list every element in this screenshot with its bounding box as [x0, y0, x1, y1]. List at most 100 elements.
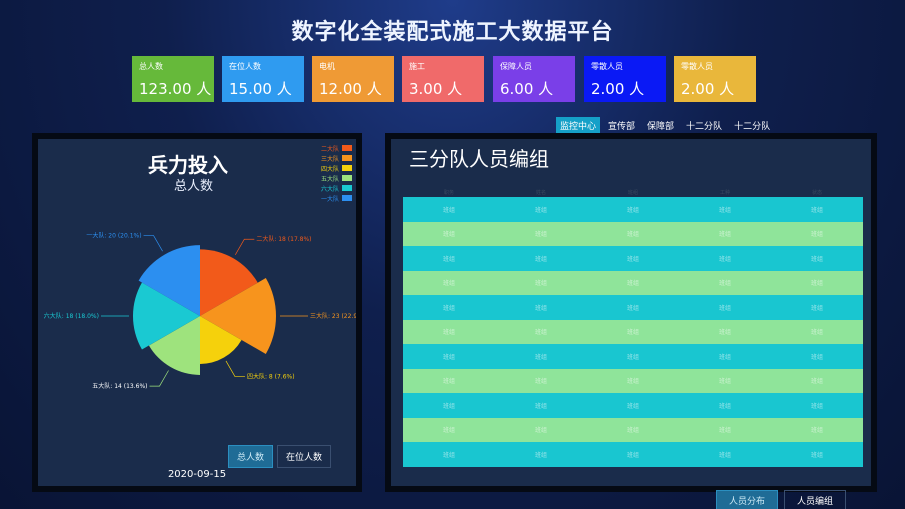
- table-cell: 班组: [442, 353, 455, 361]
- pie-slice[interactable]: [200, 249, 258, 316]
- table-cell: 班组: [718, 231, 731, 239]
- legend-label: 三大队: [320, 155, 339, 163]
- team-roster-panel: 三分队人员编组 职务 姓名 班组 工种 状态 班组 班组 班组 班组 班组 班组 班组 班组班…: [385, 133, 877, 492]
- chart-toggle-buttons: 总人数 在位人数: [228, 445, 332, 468]
- table-row[interactable]: 班组 班组 班组 班组 班组: [403, 221, 863, 246]
- stat-label: 总人数: [139, 62, 163, 71]
- table-cell: 班组: [810, 451, 823, 459]
- tab-team-12-a[interactable]: 十二分队: [686, 122, 723, 132]
- stat-card-support: 保障人员 6.00 人: [493, 56, 575, 102]
- stat-value: 6.00 人: [500, 80, 554, 98]
- legend-item[interactable]: 四大队: [321, 163, 352, 173]
- stat-card-electric: 电机 12.00 人: [312, 56, 394, 102]
- stat-card-misc-1: 零散人员 2.00 人: [584, 56, 666, 102]
- pie-slice[interactable]: [200, 316, 242, 364]
- pie-slice[interactable]: [132, 282, 200, 350]
- table-row[interactable]: 班组 班组 班组 班组 班组: [403, 417, 863, 442]
- table-cell: 班组: [718, 280, 731, 288]
- pie-slice[interactable]: [200, 278, 276, 354]
- tab-publicity[interactable]: 宣传部: [608, 122, 636, 132]
- date-label: 2020-09-15: [167, 469, 227, 480]
- label-leader-line: [149, 370, 169, 387]
- rose-pie-chart[interactable]: 二大队: 18 (17.8%) 三大队: 23 (22.9%) 四大队: 8 (7.…: [38, 139, 356, 486]
- panel-title: 兵力投入: [148, 153, 228, 177]
- stat-label: 施工: [409, 62, 425, 71]
- tab-support[interactable]: 保障部: [647, 122, 675, 132]
- label-leader-line: [143, 235, 163, 252]
- table-row[interactable]: 班组 班组 班组 班组 班组: [403, 344, 863, 369]
- table-cell: 班组: [718, 427, 731, 435]
- slice-label: 六大队: 18 (18.0%): [44, 312, 99, 320]
- table-cell: 班组: [626, 427, 639, 435]
- tab-team-12-b[interactable]: 十二分队: [734, 122, 771, 132]
- stat-value: 15.00 人: [229, 80, 292, 98]
- table-row[interactable]: 班组 班组 班组 班组 班组: [403, 368, 863, 393]
- stat-card-misc-2: 零散人员 2.00 人: [674, 56, 756, 102]
- legend-swatch: [342, 195, 352, 201]
- table-cell: 班组: [810, 304, 823, 312]
- table-cell: 班组: [718, 451, 731, 459]
- stat-card-onsite: 在位人数 15.00 人: [222, 56, 304, 102]
- legend-item[interactable]: 一大队: [321, 193, 352, 203]
- table-row[interactable]: 班组 班组 班组 班组 班组: [403, 197, 863, 222]
- slice-label: 五大队: 14 (13.6%): [92, 382, 147, 390]
- table-cell: 班组: [718, 353, 731, 361]
- table-cell: 班组: [534, 427, 547, 435]
- table-row[interactable]: 班组 班组 班组 班组 班组: [403, 246, 863, 271]
- table-cell: 班组: [534, 329, 547, 337]
- table-cell: 班组: [718, 378, 731, 386]
- total-count-button[interactable]: 总人数: [228, 445, 274, 468]
- stat-value: 2.00 人: [591, 80, 645, 98]
- panel-title: 三分队人员编组: [409, 147, 549, 171]
- table-cell: 班组: [810, 378, 823, 386]
- table-row[interactable]: 班组 班组 班组 班组 班组: [403, 270, 863, 295]
- slice-label: 二大队: 18 (17.8%): [256, 235, 311, 243]
- legend-item[interactable]: 三大队: [321, 153, 352, 163]
- stat-value: 12.00 人: [319, 80, 382, 98]
- legend-label: 一大队: [320, 195, 339, 203]
- table-cell: 班组: [442, 255, 455, 263]
- legend-item[interactable]: 六大队: [321, 183, 352, 193]
- column-header: 姓名: [535, 190, 546, 196]
- legend-swatch: [342, 155, 352, 161]
- legend-label: 五大队: [320, 175, 339, 183]
- table-row[interactable]: 班组 班组 班组 班组 班组: [403, 295, 863, 320]
- onsite-count-button[interactable]: 在位人数: [277, 445, 332, 468]
- stat-value: 2.00 人: [681, 80, 735, 98]
- table-row[interactable]: 班组 班组 班组 班组 班组: [403, 393, 863, 418]
- stat-label: 保障人员: [500, 62, 532, 71]
- tab-personnel-grouping[interactable]: 人员编组: [784, 490, 847, 509]
- pie-slice[interactable]: [148, 316, 200, 375]
- tab-monitor-center[interactable]: 监控中心: [556, 117, 601, 134]
- top-tab-bar: 监控中心 宣传部 保障部 十二分队 十二分队: [556, 117, 774, 134]
- table-cell: 班组: [810, 402, 823, 410]
- table-cell: 班组: [626, 451, 639, 459]
- table-cell: 班组: [626, 353, 639, 361]
- stat-card-construction: 施工 3.00 人: [402, 56, 484, 102]
- table-cell: 班组: [718, 304, 731, 312]
- table-row[interactable]: 班组 班组 班组 班组 班组: [403, 319, 863, 344]
- page-title: 数字化全装配式施工大数据平台: [291, 20, 614, 45]
- legend-label: 四大队: [320, 165, 339, 173]
- table-header: 职务 姓名 班组 工种 状态: [403, 189, 863, 196]
- table-cell: 班组: [626, 280, 639, 288]
- table-cell: 班组: [534, 353, 547, 361]
- table-cell: 班组: [442, 451, 455, 459]
- table-cell: 班组: [810, 231, 823, 239]
- stat-card-total: 总人数 123.00 人: [132, 56, 214, 102]
- table-cell: 班组: [810, 280, 823, 288]
- table-cell: 班组: [626, 378, 639, 386]
- stat-value: 123.00 人: [139, 80, 212, 98]
- legend-swatch: [342, 175, 352, 181]
- legend-item[interactable]: 五大队: [321, 173, 352, 183]
- pie-slice[interactable]: [138, 245, 200, 316]
- table-cell: 班组: [718, 329, 731, 337]
- table-cell: 班组: [534, 206, 547, 214]
- table-cell: 班组: [810, 353, 823, 361]
- legend-item[interactable]: 二大队: [321, 143, 352, 153]
- column-header: 班组: [627, 190, 638, 196]
- label-leader-line: [225, 360, 245, 377]
- table-cell: 班组: [626, 231, 639, 239]
- tab-personnel-distribution[interactable]: 人员分布: [716, 490, 779, 509]
- table-row[interactable]: 班组 班组 班组 班组 班组: [403, 442, 863, 467]
